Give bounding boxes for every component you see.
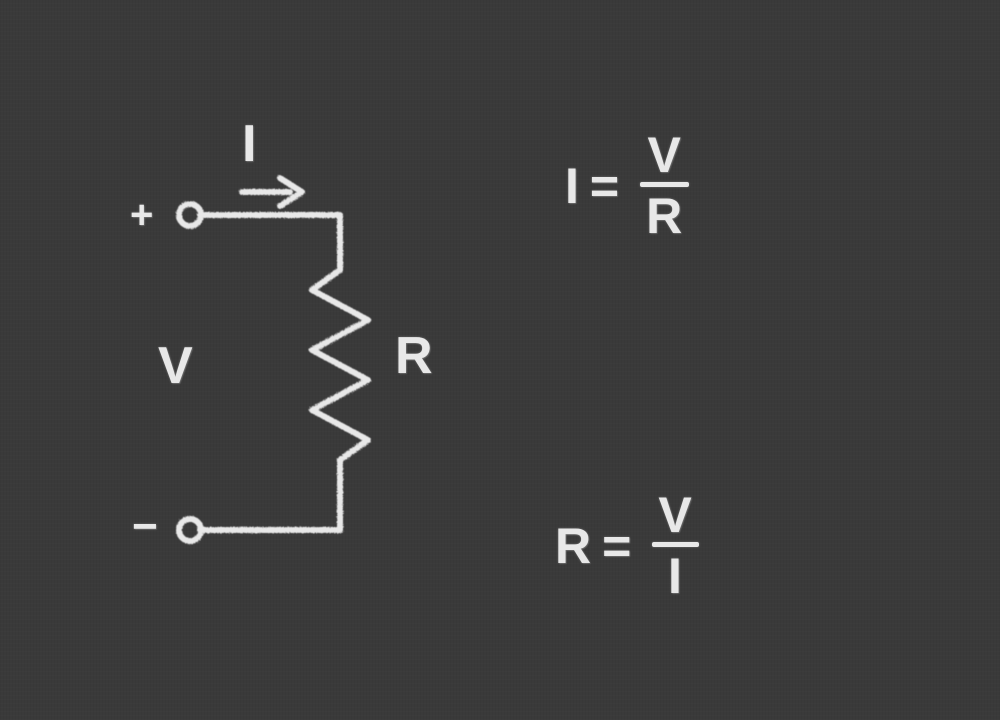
- plus-sign: +: [130, 195, 154, 235]
- eq2-denominator: I: [662, 547, 689, 601]
- minus-sign: −: [132, 505, 159, 549]
- eq1-numerator: V: [641, 130, 687, 182]
- eq2-equals: =: [602, 521, 632, 571]
- circuit-diagram: [0, 0, 1000, 720]
- wire-bottom: [200, 460, 340, 530]
- eq2-numerator: V: [652, 490, 698, 542]
- wire-top: [200, 215, 340, 270]
- voltage-label: V: [158, 340, 194, 392]
- resistor-symbol: [312, 270, 368, 460]
- equation-resistance: R = V I: [555, 490, 699, 601]
- eq2-fraction: V I: [652, 490, 698, 601]
- current-label: I: [242, 118, 257, 170]
- eq2-left: R: [555, 521, 592, 571]
- eq1-fraction: V R: [640, 130, 689, 241]
- eq1-left: I: [565, 161, 580, 211]
- eq1-equals: =: [590, 161, 620, 211]
- resistor-label: R: [395, 330, 434, 382]
- equation-current: I = V R: [565, 130, 689, 241]
- eq1-denominator: R: [640, 187, 689, 241]
